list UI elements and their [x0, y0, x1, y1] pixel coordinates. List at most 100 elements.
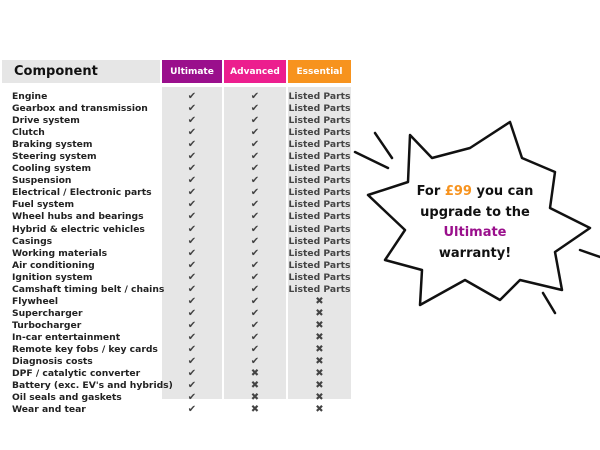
promo-message: For £99 you can upgrade to the Ultimate …	[395, 182, 555, 264]
table-row: Oil seals and gaskets ✔ ✖ ✖	[0, 392, 360, 404]
component-name: Braking system	[12, 139, 93, 151]
check-icon: ✔	[187, 380, 197, 392]
component-name: DPF / catalytic converter	[12, 368, 141, 380]
check-icon: ✔	[250, 115, 260, 127]
check-icon: ✔	[187, 151, 197, 163]
check-icon: ✔	[187, 235, 197, 247]
essential-column	[288, 87, 351, 399]
check-icon: ✔	[250, 319, 260, 331]
check-icon: ✔	[187, 271, 197, 283]
coverage-text: Listed Parts	[288, 151, 351, 163]
essential-header: Essential	[288, 60, 351, 83]
component-name: Camshaft timing belt / chains	[12, 283, 165, 295]
table-row: Turbocharger ✔ ✔ ✖	[0, 320, 360, 332]
check-icon: ✔	[187, 368, 197, 380]
component-name: Suspension	[12, 175, 72, 187]
component-name: Clutch	[12, 127, 45, 139]
component-name: Working materials	[12, 247, 108, 259]
advanced-header: Advanced	[224, 60, 286, 83]
check-icon: ✔	[187, 163, 197, 175]
check-icon: ✔	[187, 319, 197, 331]
component-name: Supercharger	[12, 307, 83, 319]
component-name: Diagnosis costs	[12, 356, 93, 368]
table-row: DPF / catalytic converter ✔ ✖ ✖	[0, 368, 360, 380]
coverage-text: Listed Parts	[288, 211, 351, 223]
advanced-column	[224, 87, 286, 399]
check-icon: ✔	[250, 163, 260, 175]
cross-icon: ✖	[315, 380, 324, 392]
check-icon: ✔	[187, 91, 197, 102]
ultimate-column	[162, 87, 222, 399]
cross-icon: ✖	[315, 331, 324, 343]
coverage-text: Listed Parts	[288, 163, 351, 175]
component-name: Wheel hubs and bearings	[12, 211, 144, 223]
check-icon: ✔	[187, 211, 197, 223]
check-icon: ✔	[250, 283, 260, 295]
cross-icon: ✖	[315, 319, 324, 331]
table-row: Supercharger ✔ ✔ ✖	[0, 308, 360, 320]
check-icon: ✔	[250, 199, 260, 211]
component-name: Engine	[12, 91, 48, 102]
table-row: Steering system ✔ ✔ Listed Parts	[0, 151, 360, 163]
check-icon: ✔	[187, 343, 197, 355]
check-icon: ✔	[187, 175, 197, 187]
check-icon: ✔	[250, 91, 260, 102]
promo-text: For	[416, 184, 445, 199]
cross-icon: ✖	[250, 368, 260, 380]
promo-text: upgrade to the	[420, 204, 530, 220]
cross-icon: ✖	[250, 380, 260, 392]
table-row: Camshaft timing belt / chains ✔ ✔ Listed Pa…	[0, 284, 360, 296]
check-icon: ✔	[187, 223, 197, 235]
component-name: Electrical / Electronic parts	[12, 187, 152, 199]
check-icon: ✔	[250, 295, 260, 307]
check-icon: ✔	[250, 175, 260, 187]
component-name: Wear and tear	[12, 404, 86, 416]
coverage-text: Listed Parts	[288, 247, 351, 259]
check-icon: ✔	[250, 211, 260, 223]
cross-icon: ✖	[315, 404, 324, 416]
comparison-table: Engine ✔ ✔ Listed Parts Gearbox and transmis…	[0, 91, 360, 416]
coverage-text: Listed Parts	[288, 223, 351, 235]
cross-icon: ✖	[315, 392, 324, 404]
check-icon: ✔	[187, 283, 197, 295]
check-icon: ✔	[187, 295, 197, 307]
component-name: Turbocharger	[12, 319, 82, 331]
component-name: Fuel system	[12, 199, 75, 211]
coverage-text: Listed Parts	[288, 187, 351, 199]
coverage-text: Listed Parts	[288, 175, 351, 187]
check-icon: ✔	[187, 103, 197, 115]
coverage-text: Listed Parts	[288, 283, 351, 295]
check-icon: ✔	[187, 139, 197, 151]
cross-icon: ✖	[315, 368, 324, 380]
table-row: Braking system ✔ ✔ Listed Parts	[0, 139, 360, 151]
component-name: Casings	[12, 235, 53, 247]
coverage-text: Listed Parts	[288, 235, 351, 247]
cross-icon: ✖	[250, 392, 260, 404]
check-icon: ✔	[250, 247, 260, 259]
check-icon: ✔	[250, 271, 260, 283]
table-row: Ignition system ✔ ✔ Listed Parts	[0, 272, 360, 284]
check-icon: ✔	[187, 331, 197, 343]
check-icon: ✔	[187, 127, 197, 139]
coverage-text: Listed Parts	[288, 139, 351, 151]
check-icon: ✔	[250, 139, 260, 151]
table-row: Gearbox and transmission ✔ ✔ Listed Parts	[0, 103, 360, 115]
coverage-text: Listed Parts	[288, 199, 351, 211]
table-row: Clutch ✔ ✔ Listed Parts	[0, 127, 360, 139]
component-header: Component	[2, 60, 160, 83]
table-row: In-car entertainment ✔ ✔ ✖	[0, 332, 360, 344]
check-icon: ✔	[250, 356, 260, 368]
speech-burst	[353, 120, 600, 315]
check-icon: ✔	[250, 103, 260, 115]
table-row: Wheel hubs and bearings ✔ ✔ Listed Parts	[0, 211, 360, 223]
table-row: Battery (exc. EV's and hybrids) ✔ ✖ ✖	[0, 380, 360, 392]
check-icon: ✔	[187, 307, 197, 319]
coverage-text: Listed Parts	[288, 91, 351, 102]
table-row: Fuel system ✔ ✔ Listed Parts	[0, 199, 360, 211]
cross-icon: ✖	[315, 356, 324, 368]
component-name: Battery (exc. EV's and hybrids)	[12, 380, 173, 392]
table-row: Engine ✔ ✔ Listed Parts	[0, 91, 360, 103]
check-icon: ✔	[250, 259, 260, 271]
check-icon: ✔	[250, 223, 260, 235]
cross-icon: ✖	[315, 295, 324, 307]
